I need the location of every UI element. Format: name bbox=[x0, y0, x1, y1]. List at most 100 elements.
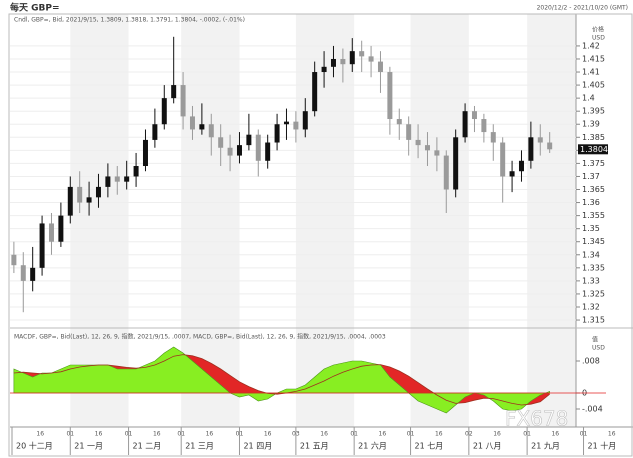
last-price-box bbox=[578, 144, 608, 155]
candle-body bbox=[330, 58, 336, 67]
month-label: 21 五月 bbox=[300, 442, 329, 451]
candle-body bbox=[161, 98, 167, 125]
y-tick-label: 1.315 bbox=[582, 316, 605, 325]
macd-axis-unit: USD bbox=[592, 345, 605, 352]
candle-body bbox=[77, 186, 83, 203]
candle-body bbox=[471, 111, 477, 120]
day-label: 16 bbox=[153, 431, 161, 438]
y-tick-label: 1.39 bbox=[582, 120, 600, 129]
candle-body bbox=[321, 66, 327, 73]
month-band bbox=[70, 14, 129, 427]
chart-title: 每天 GBP= bbox=[10, 2, 60, 14]
last-price-label: 1.3804 bbox=[580, 145, 608, 154]
candle-body bbox=[462, 111, 468, 138]
month-label: 21 六月 bbox=[358, 441, 387, 451]
y-axis-title: 价格 bbox=[592, 26, 604, 34]
candle-body bbox=[265, 142, 271, 161]
y-tick-label: 1.42 bbox=[582, 41, 600, 50]
candle-body bbox=[293, 121, 299, 130]
day-label: 01 bbox=[125, 431, 133, 438]
month-band bbox=[527, 14, 576, 427]
macd-tick-label: -.004 bbox=[582, 405, 603, 414]
y-tick-label: 1.34 bbox=[582, 250, 600, 259]
day-label: 16 bbox=[493, 431, 501, 438]
candle-body bbox=[490, 132, 496, 143]
bands bbox=[70, 14, 576, 427]
candle-body bbox=[528, 137, 534, 161]
candle-body bbox=[39, 223, 45, 268]
candle-body bbox=[95, 186, 101, 198]
candle-body bbox=[368, 56, 374, 62]
y-tick-label: 1.375 bbox=[582, 159, 605, 168]
candle-body bbox=[30, 267, 36, 281]
day-label: 01 bbox=[236, 431, 244, 438]
candle-body bbox=[283, 121, 289, 125]
month-label: 21 三月 bbox=[185, 442, 214, 451]
candle-body bbox=[58, 215, 64, 242]
month-band bbox=[295, 14, 355, 427]
day-label: 01 bbox=[580, 431, 588, 438]
macd-tick-label: .008 bbox=[582, 357, 600, 366]
month-label: 21 九月 bbox=[531, 442, 560, 451]
y-tick-label: 1.41 bbox=[582, 68, 600, 77]
candle-body bbox=[86, 197, 92, 203]
month-label: 21 十月 bbox=[588, 441, 617, 451]
candle-body bbox=[340, 58, 346, 65]
signal-line bbox=[13, 354, 550, 406]
candle-body bbox=[509, 171, 515, 177]
candle-body bbox=[105, 176, 111, 187]
y-tick-label: 1.415 bbox=[582, 54, 605, 63]
candle-body bbox=[396, 119, 402, 125]
y-tick-label: 1.385 bbox=[582, 133, 605, 142]
y-tick-label: 1.33 bbox=[582, 276, 600, 285]
day-label: 16 bbox=[36, 431, 44, 438]
candle-body bbox=[114, 176, 120, 182]
day-label: 16 bbox=[435, 431, 443, 438]
day-label: 16 bbox=[320, 431, 328, 438]
day-label: 16 bbox=[608, 431, 616, 438]
candle-body bbox=[537, 137, 543, 143]
candle-body bbox=[227, 147, 233, 156]
month-label: 20 十二月 bbox=[16, 441, 53, 451]
y-tick-label: 1.365 bbox=[582, 185, 605, 194]
candle-body bbox=[236, 145, 242, 156]
legend: Cndl, GBP=, Bid, 2021/9/15, 1.3809, 1.38… bbox=[14, 17, 245, 24]
candle-body bbox=[547, 142, 553, 150]
month-label: 21 四月 bbox=[243, 442, 272, 451]
y-tick-label: 1.37 bbox=[582, 172, 600, 181]
candle-body bbox=[255, 134, 261, 161]
day-label: 16 bbox=[206, 431, 214, 438]
month-label: 21 二月 bbox=[133, 442, 162, 451]
day-label: 01 bbox=[177, 431, 185, 438]
day-label: 16 bbox=[551, 431, 559, 438]
candle-body bbox=[218, 137, 224, 148]
candle-body bbox=[377, 61, 383, 73]
y-tick-label: 1.395 bbox=[582, 107, 605, 116]
day-label: 16 bbox=[379, 431, 387, 438]
candle-body bbox=[518, 160, 524, 172]
candle-body bbox=[171, 85, 177, 99]
candle-body bbox=[124, 176, 130, 182]
candle-body bbox=[387, 72, 393, 120]
candle-body bbox=[453, 137, 459, 190]
y-tick-label: 1.355 bbox=[582, 211, 605, 220]
candle-body bbox=[180, 85, 186, 117]
y-tick-label: 1.36 bbox=[582, 198, 600, 207]
y-tick-label: 1.32 bbox=[582, 302, 600, 311]
day-label: 01 bbox=[66, 431, 74, 438]
day-label: 16 bbox=[264, 431, 272, 438]
candle-body bbox=[481, 119, 487, 133]
day-label: 16 bbox=[95, 431, 103, 438]
candle-body bbox=[415, 139, 421, 146]
y-tick-label: 1.35 bbox=[582, 224, 600, 233]
y-tick-label: 1.405 bbox=[582, 81, 605, 90]
day-label: 01 bbox=[523, 431, 531, 438]
macd-axis-title: 值 bbox=[592, 336, 598, 344]
candle-body bbox=[152, 124, 158, 140]
candle-body bbox=[142, 139, 148, 167]
watermark: FX678 bbox=[505, 407, 568, 431]
candle-body bbox=[20, 265, 26, 281]
candle-body bbox=[302, 111, 308, 130]
candle-body bbox=[424, 145, 430, 151]
